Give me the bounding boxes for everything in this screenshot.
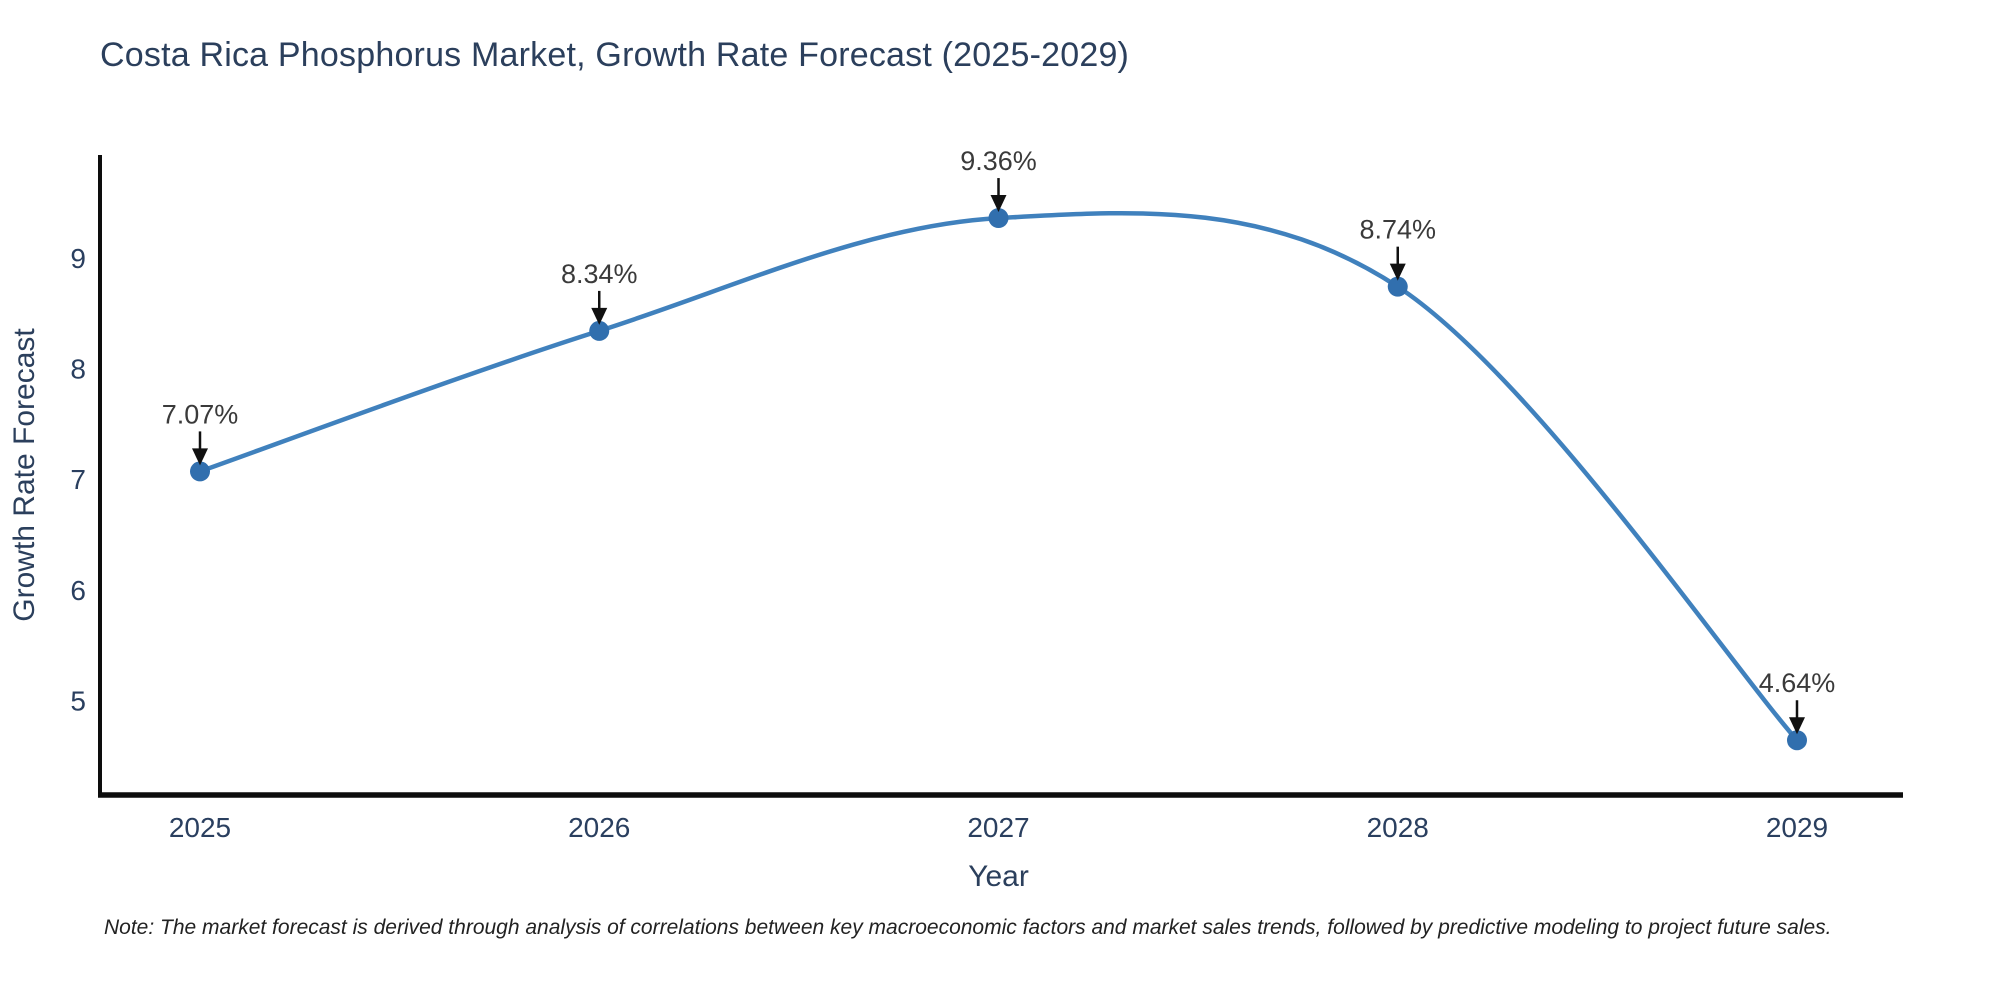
y-tick-label: 7 xyxy=(70,464,86,495)
y-tick-label: 9 xyxy=(70,243,86,274)
annotation-arrow-head xyxy=(1789,717,1805,735)
data-point-marker xyxy=(988,208,1009,229)
x-tick-label: 2029 xyxy=(1766,812,1828,843)
data-point-marker xyxy=(190,461,210,482)
point-annotation-label: 7.07% xyxy=(162,399,239,429)
annotation-arrow-head xyxy=(192,448,208,466)
x-tick-label: 2025 xyxy=(169,812,231,843)
data-point-marker xyxy=(1387,276,1408,297)
data-point-marker xyxy=(1787,730,1807,751)
y-tick-label: 6 xyxy=(70,575,86,606)
x-tick-label: 2026 xyxy=(568,812,630,843)
point-annotation-label: 9.36% xyxy=(960,146,1037,176)
point-annotation-label: 8.34% xyxy=(561,259,638,289)
x-axis-title: Year xyxy=(968,860,1029,893)
x-tick-label: 2028 xyxy=(1367,812,1429,843)
x-tick-label: 2027 xyxy=(967,812,1029,843)
annotation-arrow-head xyxy=(591,307,608,325)
annotation-arrow-head xyxy=(990,195,1007,213)
y-tick-label: 8 xyxy=(70,354,86,385)
y-axis-title: Growth Rate Forecast xyxy=(8,328,41,622)
data-point-marker xyxy=(589,320,610,341)
y-tick-label: 5 xyxy=(70,685,86,716)
annotation-arrow-head xyxy=(1389,263,1406,281)
chart-title: Costa Rica Phosphorus Market, Growth Rat… xyxy=(100,36,1130,74)
point-annotation-label: 8.74% xyxy=(1359,215,1436,245)
point-annotation-label: 4.64% xyxy=(1759,668,1836,698)
footnote: Note: The market forecast is derived thr… xyxy=(104,916,1832,939)
line-series-path xyxy=(197,210,1800,743)
